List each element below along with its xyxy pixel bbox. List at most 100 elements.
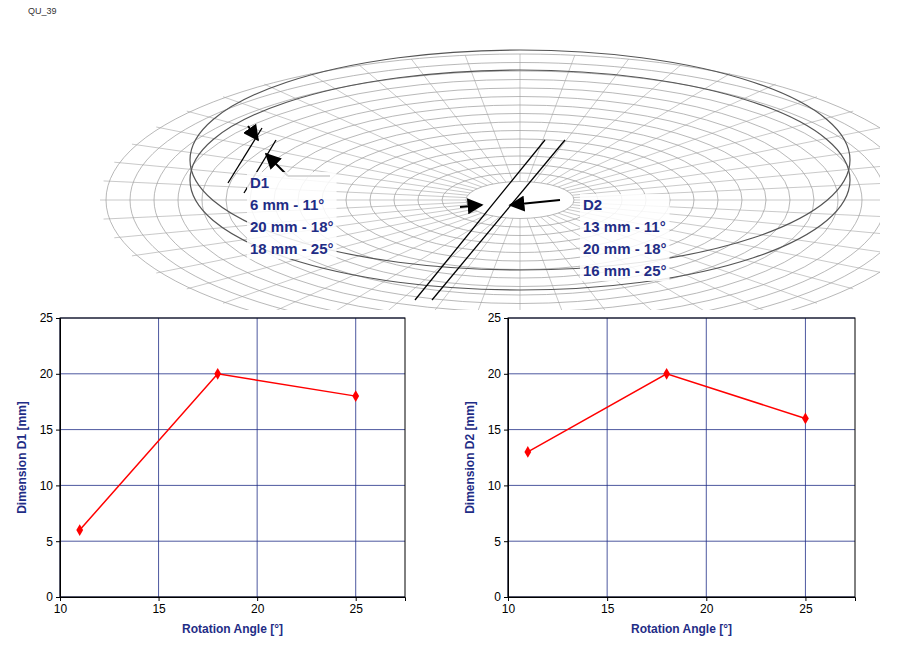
mesh-spoke — [563, 111, 853, 189]
data-point — [76, 524, 83, 536]
grid-line — [257, 318, 258, 597]
tick-mark — [504, 318, 508, 319]
dimension-arrow — [460, 205, 482, 207]
x-axis-title: Rotation Angle [°] — [631, 622, 732, 636]
grid-line — [508, 373, 855, 374]
mesh-spoke — [520, 219, 521, 311]
tick-mark — [56, 430, 60, 431]
drawing-id: QU_39 — [28, 6, 57, 16]
grid-line — [508, 485, 855, 486]
tick-label: 0 — [46, 590, 53, 604]
annotation-background — [580, 194, 670, 281]
mesh-spoke — [553, 84, 776, 185]
chart-panel: 101520250510152025Rotation Angle [°]Dime… — [463, 311, 856, 636]
tick: 0 — [494, 590, 508, 604]
grid-line — [60, 485, 405, 486]
annotation-text: 18 mm - 25° — [250, 240, 334, 257]
mesh-spoke — [520, 54, 521, 182]
tick-label: 20 — [700, 602, 714, 616]
axis-line — [61, 598, 406, 602]
tick: 20 — [488, 367, 508, 381]
tick-mark — [805, 597, 806, 601]
plot-frame — [60, 318, 405, 597]
data-marks — [524, 368, 808, 458]
dimension-line — [432, 140, 565, 300]
mesh-ring — [154, 71, 880, 310]
tick-mark — [56, 541, 60, 542]
tick: 20 — [40, 367, 60, 381]
tick-label: 0 — [494, 590, 501, 604]
chart-panel: 101520250510152025Rotation Angle [°]Dime… — [15, 311, 406, 636]
mesh-ring — [466, 182, 574, 219]
tick-mark — [356, 597, 357, 601]
grid-line — [355, 318, 356, 597]
tick-label: 5 — [46, 535, 53, 549]
tick: 25 — [40, 311, 60, 325]
annotation-text: 20 mm - 18° — [250, 218, 334, 235]
grid-line — [706, 318, 707, 597]
figure: QU_39D16 mm - 11°20 mm - 18°18 mm - 25°D… — [0, 0, 897, 658]
tick-label: 25 — [799, 602, 813, 616]
grid-line — [158, 318, 159, 597]
tick-mark — [706, 597, 707, 601]
tick-label: 5 — [494, 535, 501, 549]
data-marks — [76, 368, 359, 536]
tick-mark — [504, 597, 508, 598]
data-point — [802, 413, 809, 425]
tick: 10 — [54, 597, 68, 616]
x-axis: 10152025 — [502, 597, 856, 616]
tick-label: 10 — [488, 479, 502, 493]
mesh-spoke — [310, 74, 493, 184]
tick-label: 10 — [54, 602, 68, 616]
axis-line — [504, 319, 509, 598]
y-axis: 0 5 10 15 20 25 — [488, 311, 509, 604]
mesh-spoke — [465, 55, 513, 181]
tick: 15 — [40, 423, 60, 437]
annotation-text: 13 mm - 11° — [583, 218, 666, 235]
annotation-text: 16 mm - 25° — [583, 262, 667, 279]
annotation-text: 6 mm - 11° — [250, 196, 324, 213]
tick-mark — [504, 485, 508, 486]
mesh-spoke — [547, 216, 730, 310]
annotation-text: 20 mm - 18° — [583, 240, 667, 257]
y-axis-title: Dimension D1 [mm] — [15, 401, 29, 514]
grid-line — [508, 541, 855, 542]
plot-frame — [508, 318, 855, 597]
mesh-spoke — [264, 84, 487, 185]
tick: 5 — [46, 535, 60, 549]
annotation-background — [247, 172, 337, 259]
mesh-ring — [106, 54, 880, 310]
tick-label: 20 — [40, 367, 54, 381]
tick: 25 — [350, 597, 364, 616]
data-point — [524, 446, 531, 458]
mesh-wall — [190, 70, 850, 290]
mesh-drawing — [100, 50, 897, 346]
grid-line — [607, 318, 608, 597]
dimension-lines — [228, 126, 565, 300]
tick-label: 15 — [40, 423, 54, 437]
annotation: D213 mm - 11°20 mm - 18°16 mm - 25° — [580, 194, 670, 281]
tick-mark — [56, 318, 60, 319]
tick-label: 15 — [488, 423, 502, 437]
tick-label: 20 — [251, 602, 265, 616]
mesh-spoke — [156, 209, 473, 273]
mesh-spoke — [553, 215, 776, 310]
mesh-spoke — [541, 217, 681, 310]
tick: 5 — [494, 535, 508, 549]
tick: 10 — [488, 479, 508, 493]
tick-label: 25 — [40, 311, 54, 325]
grid-line — [508, 429, 855, 430]
axis-line — [509, 598, 856, 602]
tick-mark — [607, 597, 608, 601]
tick-label: 15 — [152, 602, 166, 616]
mesh-spoke — [527, 55, 575, 181]
tick-mark — [56, 485, 60, 486]
tick-mark — [504, 541, 508, 542]
mesh-spoke — [547, 74, 730, 184]
mesh-spoke — [411, 59, 506, 182]
mesh-spoke — [411, 218, 506, 310]
data-line — [528, 374, 806, 452]
mesh-wall — [190, 50, 850, 270]
data-point — [663, 368, 670, 380]
tick: 25 — [488, 311, 508, 325]
